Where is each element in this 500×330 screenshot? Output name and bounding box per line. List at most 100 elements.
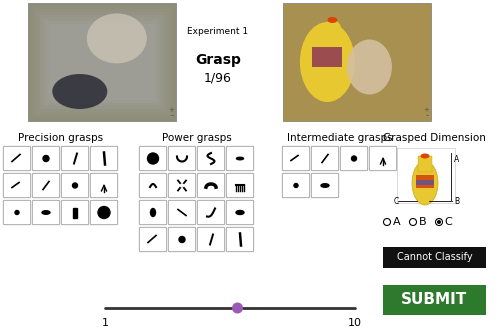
Circle shape (384, 218, 390, 225)
Text: 10: 10 (348, 318, 362, 328)
FancyBboxPatch shape (340, 146, 367, 171)
FancyBboxPatch shape (62, 173, 88, 198)
FancyBboxPatch shape (282, 173, 310, 198)
Text: 1: 1 (102, 318, 108, 328)
FancyBboxPatch shape (140, 173, 166, 198)
Ellipse shape (150, 209, 156, 216)
Text: Grasp: Grasp (195, 53, 241, 67)
Circle shape (232, 303, 243, 314)
FancyBboxPatch shape (32, 173, 60, 198)
Ellipse shape (328, 17, 338, 23)
Text: Power grasps: Power grasps (162, 133, 232, 143)
FancyBboxPatch shape (226, 146, 254, 171)
Text: +: + (168, 107, 174, 113)
Circle shape (410, 218, 416, 225)
Ellipse shape (321, 184, 329, 187)
Bar (37, 12, 167, 112)
Bar (34, 9, 170, 115)
FancyBboxPatch shape (62, 200, 88, 225)
Text: B: B (454, 196, 459, 206)
FancyBboxPatch shape (198, 173, 224, 198)
Circle shape (437, 220, 441, 224)
Text: Cannot Classify: Cannot Classify (396, 252, 472, 262)
FancyBboxPatch shape (140, 146, 166, 171)
Ellipse shape (347, 40, 392, 94)
Circle shape (352, 156, 356, 161)
Bar (416, 180, 434, 185)
FancyBboxPatch shape (4, 173, 30, 198)
FancyBboxPatch shape (32, 146, 60, 171)
Text: C: C (444, 217, 452, 227)
Text: A: A (454, 155, 459, 164)
FancyBboxPatch shape (168, 146, 196, 171)
Text: -: - (171, 111, 174, 120)
Circle shape (148, 153, 158, 164)
Ellipse shape (87, 14, 147, 63)
Ellipse shape (236, 211, 244, 214)
Circle shape (180, 184, 184, 187)
Text: C: C (394, 196, 399, 206)
Bar (283, 3, 431, 121)
FancyBboxPatch shape (282, 146, 310, 171)
Circle shape (179, 237, 185, 243)
FancyBboxPatch shape (312, 146, 338, 171)
Circle shape (294, 183, 298, 187)
FancyBboxPatch shape (198, 146, 224, 171)
Text: 1/96: 1/96 (204, 72, 232, 84)
FancyBboxPatch shape (198, 200, 224, 225)
FancyBboxPatch shape (226, 173, 254, 198)
FancyBboxPatch shape (168, 173, 196, 198)
Bar (40, 15, 164, 109)
FancyBboxPatch shape (4, 146, 30, 171)
FancyBboxPatch shape (168, 227, 196, 252)
Bar (416, 175, 434, 188)
Bar (312, 47, 342, 67)
Ellipse shape (324, 20, 342, 40)
Ellipse shape (412, 161, 438, 205)
Ellipse shape (52, 74, 108, 109)
Bar (28, 3, 176, 121)
FancyBboxPatch shape (140, 200, 166, 225)
Bar (46, 21, 158, 103)
Bar (383, 247, 486, 268)
Bar (418, 156, 432, 172)
FancyBboxPatch shape (140, 227, 166, 252)
Text: -: - (426, 111, 429, 120)
FancyBboxPatch shape (226, 200, 254, 225)
FancyBboxPatch shape (397, 148, 455, 203)
Text: A: A (392, 217, 400, 227)
Bar (312, 47, 342, 67)
Circle shape (436, 218, 442, 225)
Ellipse shape (42, 211, 50, 214)
Ellipse shape (300, 22, 355, 102)
Text: Experiment 1: Experiment 1 (188, 27, 248, 37)
Text: Precision grasps: Precision grasps (18, 133, 103, 143)
Bar (43, 18, 161, 106)
FancyBboxPatch shape (370, 146, 396, 171)
Bar (28, 3, 176, 121)
Circle shape (98, 207, 110, 218)
Circle shape (43, 155, 49, 161)
FancyBboxPatch shape (168, 200, 196, 225)
Text: B: B (418, 217, 426, 227)
Ellipse shape (420, 153, 430, 158)
FancyBboxPatch shape (4, 200, 30, 225)
Bar (383, 285, 486, 315)
Text: Grasped Dimension: Grasped Dimension (382, 133, 486, 143)
FancyBboxPatch shape (90, 200, 118, 225)
Text: SUBMIT: SUBMIT (402, 292, 468, 308)
FancyBboxPatch shape (90, 173, 118, 198)
FancyBboxPatch shape (62, 146, 88, 171)
FancyBboxPatch shape (90, 146, 118, 171)
FancyBboxPatch shape (32, 200, 60, 225)
FancyBboxPatch shape (226, 227, 254, 252)
Ellipse shape (236, 157, 244, 160)
Text: +: + (423, 107, 429, 113)
FancyBboxPatch shape (198, 227, 224, 252)
Bar (31, 6, 173, 118)
FancyBboxPatch shape (312, 173, 338, 198)
Circle shape (72, 183, 78, 188)
Bar (49, 24, 155, 100)
Circle shape (15, 211, 19, 214)
Text: Intermediate grasps: Intermediate grasps (286, 133, 393, 143)
